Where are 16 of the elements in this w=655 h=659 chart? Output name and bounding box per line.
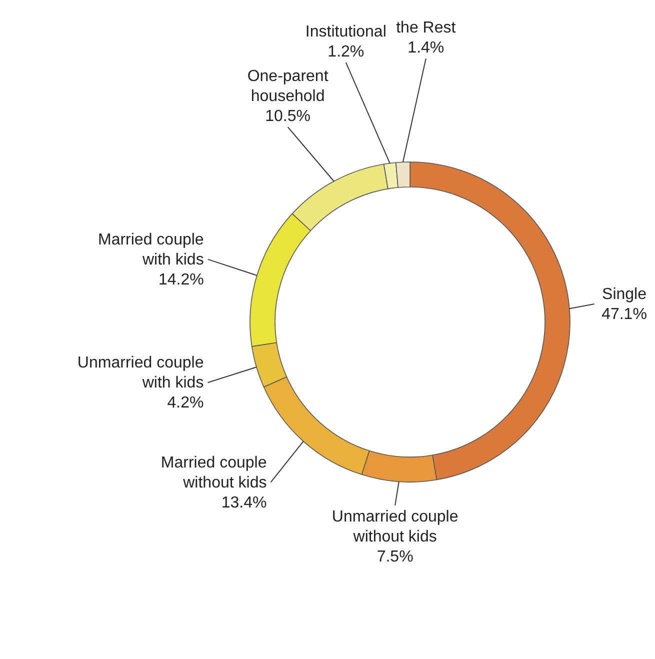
data-label: 47.1% (602, 306, 647, 324)
data-label: 14.2% (158, 271, 204, 288)
data-label: 1.4% (408, 40, 444, 57)
slice-label: Married couple without kids (160, 454, 267, 492)
data-label: 4.2% (167, 394, 204, 412)
data-label: 10.5% (265, 108, 310, 126)
slice-label: Married couple with kids (98, 231, 204, 268)
slice-label: Single (602, 286, 647, 304)
slice-label: Unmarried couple with kids (77, 354, 204, 392)
slice-label: Unmarried couple without kids (332, 508, 458, 546)
data-label: 13.4% (221, 494, 267, 512)
slice-label: Institutional (305, 23, 386, 40)
slice-label: the Rest (396, 20, 456, 37)
data-label: 1.2% (328, 43, 364, 60)
data-label: 7.5% (376, 548, 414, 566)
slice-label: One-parent household (247, 68, 329, 106)
